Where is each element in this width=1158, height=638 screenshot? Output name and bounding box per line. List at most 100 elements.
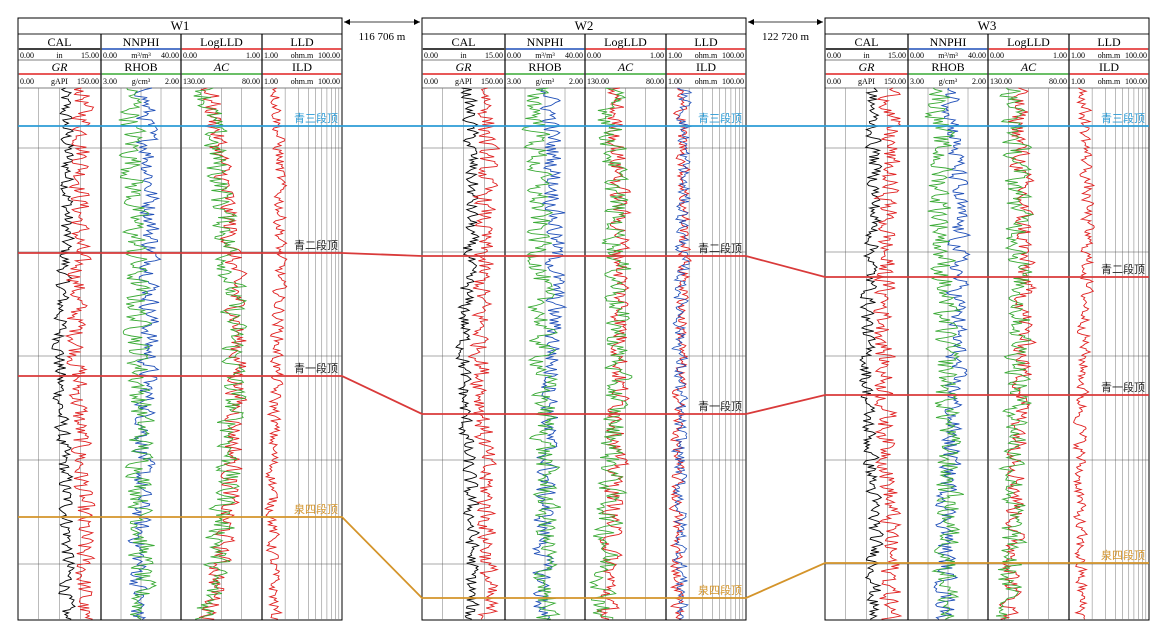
scale-left: 1.00 [264, 51, 278, 60]
curve-name: NNPHI [123, 35, 160, 49]
scale-right: 2.00 [165, 77, 179, 86]
scale-left: 3.00 [910, 77, 924, 86]
scale-right: 15.00 [81, 51, 99, 60]
rhob-curve [118, 87, 158, 620]
scale-left: 3.00 [103, 77, 117, 86]
ild-curve [670, 87, 693, 620]
well-frame [824, 17, 1150, 621]
scale-unit: ohm.m [695, 77, 718, 86]
scale-left: 1.00 [1071, 51, 1085, 60]
cal-curve [455, 87, 481, 620]
gr-curve [64, 87, 96, 620]
curve-name: LLD [290, 35, 314, 49]
scale-left: 130.00 [587, 77, 609, 86]
horizon-label: 泉四段顶 [1101, 548, 1145, 562]
lld-curve [1072, 87, 1096, 620]
scale-right: 1.00 [246, 51, 260, 60]
scale-left: 0.00 [183, 51, 197, 60]
rhob-curve [924, 87, 964, 620]
scale-left: 0.00 [424, 77, 438, 86]
scale-unit: ohm.m [695, 51, 718, 60]
cal-curve [858, 87, 884, 620]
scale-unit: ohm.m [291, 77, 314, 86]
arrow-left-icon [344, 19, 350, 25]
curve-name: GR [52, 60, 69, 74]
curve-name: NNPHI [930, 35, 967, 49]
scale-unit: m³/m³ [938, 51, 958, 60]
curve-name: GR [859, 60, 876, 74]
horizon-label: 青三段顶 [294, 111, 338, 125]
ac-curve [588, 87, 633, 620]
horizon-line [18, 375, 1149, 415]
curve-name: ILD [696, 60, 716, 74]
curve-name: AC [1020, 60, 1037, 74]
scale-unit: m³/m³ [535, 51, 555, 60]
scale-left: 1.00 [264, 77, 278, 86]
scale-right: 100.00 [722, 51, 744, 60]
horizon-label: 青三段顶 [1101, 111, 1145, 125]
scale-right: 1.00 [1053, 51, 1067, 60]
horizon-label: 青三段顶 [698, 111, 742, 125]
curve-name: LogLLD [604, 35, 647, 49]
scale-left: 0.00 [587, 51, 601, 60]
well-frame [17, 17, 343, 621]
distance-label: 122 720 m [762, 31, 810, 43]
horizon-label: 泉四段顶 [294, 502, 338, 516]
well-name: W1 [171, 18, 190, 33]
scale-unit: gAPI [858, 77, 875, 86]
scale-right: 40.00 [565, 51, 583, 60]
scale-right: 100.00 [318, 77, 340, 86]
horizon-line [18, 516, 1149, 599]
well-track-w3: W3 CAL 0.00 in 15.00 GR 0.00 gAPI 150.00 NNPHI 0.0… [824, 17, 1150, 621]
scale-right: 100.00 [1125, 51, 1147, 60]
scale-unit: ohm.m [1098, 51, 1121, 60]
curve-name: ILD [292, 60, 312, 74]
logld-curve [198, 87, 248, 620]
scale-right: 150.00 [77, 77, 99, 86]
scale-right: 100.00 [722, 77, 744, 86]
horizon-label: 泉四段顶 [698, 583, 742, 597]
curve-name: LLD [1097, 35, 1121, 49]
scale-left: 0.00 [424, 51, 438, 60]
scale-right: 150.00 [884, 77, 906, 86]
scale-unit: in [460, 51, 466, 60]
scale-left: 0.00 [827, 77, 841, 86]
arrow-right-icon [414, 19, 420, 25]
curve-name: CAL [855, 35, 879, 49]
scale-left: 3.00 [507, 77, 521, 86]
scale-left: 0.00 [20, 51, 34, 60]
horizon-label: 青二段顶 [698, 241, 742, 255]
scale-right: 15.00 [888, 51, 906, 60]
scale-unit: gAPI [51, 77, 68, 86]
scale-left: 1.00 [668, 51, 682, 60]
scale-right: 100.00 [1125, 77, 1147, 86]
scale-left: 0.00 [990, 51, 1004, 60]
scale-right: 80.00 [242, 77, 260, 86]
curve-name: CAL [452, 35, 476, 49]
scale-left: 0.00 [910, 51, 924, 60]
scale-unit: in [56, 51, 62, 60]
curve-name: LogLLD [1007, 35, 1050, 49]
scale-unit: ohm.m [291, 51, 314, 60]
curve-name: AC [213, 60, 230, 74]
rhob-curve [521, 87, 562, 620]
scale-right: 40.00 [161, 51, 179, 60]
curve-name: RHOB [124, 60, 157, 74]
curve-name: CAL [48, 35, 72, 49]
scale-right: 150.00 [481, 77, 503, 86]
curve-name: NNPHI [527, 35, 564, 49]
lld-curve [668, 87, 692, 620]
curve-name: GR [456, 60, 473, 74]
curve-name: LLD [694, 35, 718, 49]
scale-left: 0.00 [827, 51, 841, 60]
scale-left: 130.00 [183, 77, 205, 86]
scale-left: 0.00 [103, 51, 117, 60]
scale-left: 0.00 [20, 77, 34, 86]
distance-label: 116 706 m [359, 31, 406, 43]
horizon-label: 青二段顶 [1101, 262, 1145, 276]
scale-unit: g/cm³ [132, 77, 151, 86]
curve-name: LogLLD [200, 35, 243, 49]
horizon-label: 青一段顶 [294, 361, 338, 375]
